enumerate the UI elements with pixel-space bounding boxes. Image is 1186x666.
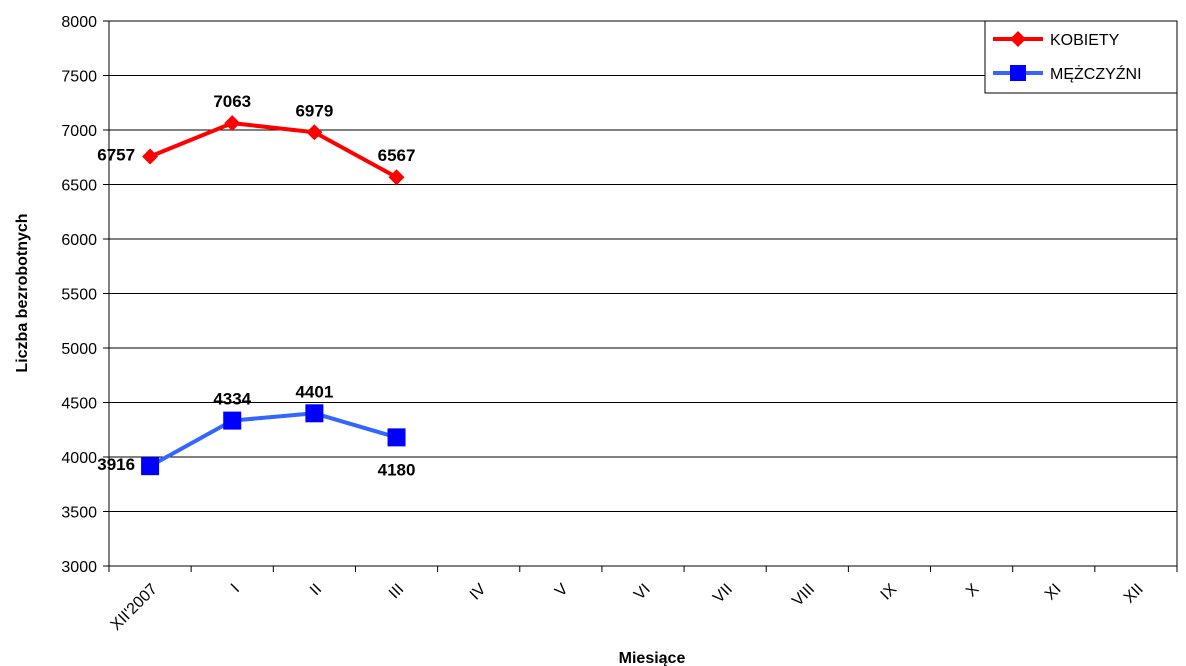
data-label: 7063 [213, 92, 251, 111]
x-tick-label: IX [878, 581, 901, 604]
x-tick-labels: XII'2007 I II III IV V VI VII VIII IX X XI XII [108, 581, 1147, 634]
legend-marker-kobiety [1010, 31, 1026, 47]
series-line-1 [149, 411, 398, 468]
data-label: 6567 [378, 146, 416, 165]
data-label: 6979 [295, 101, 333, 120]
y-tick-label: 4000 [61, 450, 97, 467]
data-label: 3916 [97, 455, 135, 474]
legend: KOBIETY MĘŻCZYŹNI [984, 20, 1178, 94]
x-tick-label: X [963, 581, 983, 601]
x-tick-label: II [307, 581, 325, 599]
gridlines [109, 20, 1177, 512]
data-point-diamond [142, 148, 159, 165]
series-layer [141, 115, 406, 476]
x-axis-title: Miesiące [619, 650, 686, 666]
legend-label-kobiety: KOBIETY [1050, 32, 1120, 49]
y-tick-labels: 3000 3500 4000 4500 5000 5500 6000 6500 7000 7500… [61, 14, 97, 576]
data-point-square [305, 404, 324, 423]
x-tick-label: XII'2007 [108, 581, 161, 634]
y-tick-label: 4500 [61, 396, 97, 413]
y-tick-label: 7000 [61, 123, 97, 140]
y-tick-label: 8000 [61, 14, 97, 31]
data-point-square [223, 411, 242, 430]
legend-marker-mezczyzni [1010, 65, 1026, 81]
x-tick-label: VIII [789, 581, 818, 610]
data-label: 4334 [213, 390, 251, 409]
y-tick-label: 6500 [61, 178, 97, 195]
axes [103, 20, 1178, 572]
data-point-diamond [388, 169, 405, 186]
data-labels: 6757 7063 6979 6567 3916 4334 4401 4180 [97, 92, 415, 479]
x-tick-label: XI [1042, 581, 1065, 604]
data-label: 4401 [295, 382, 333, 401]
data-point-square [387, 428, 406, 447]
y-tick-label: 5000 [61, 341, 97, 358]
y-tick-label: 7500 [61, 69, 97, 86]
x-tick-label: I [228, 581, 243, 596]
x-tick-label: IV [467, 581, 490, 604]
y-tick-label: 5500 [61, 287, 97, 304]
y-axis-title: Liczba bezrobotnych [14, 213, 31, 372]
series-line-0 [149, 121, 398, 179]
x-tick-label: XII [1121, 581, 1147, 607]
y-tick-label: 6000 [61, 232, 97, 249]
x-tick-label: VII [710, 581, 736, 607]
data-point-diamond [306, 124, 323, 141]
x-tick-label: V [552, 581, 572, 601]
y-tick-label: 3000 [61, 559, 97, 576]
data-label: 4180 [378, 460, 416, 479]
legend-label-mezczyzni: MĘŻCZYŹNI [1050, 64, 1142, 83]
data-point-diamond [224, 115, 241, 132]
data-label: 6757 [97, 145, 135, 164]
data-point-square [141, 457, 160, 476]
y-tick-label: 3500 [61, 505, 97, 522]
x-tick-label: III [386, 581, 407, 602]
x-tick-label: VI [631, 581, 654, 604]
